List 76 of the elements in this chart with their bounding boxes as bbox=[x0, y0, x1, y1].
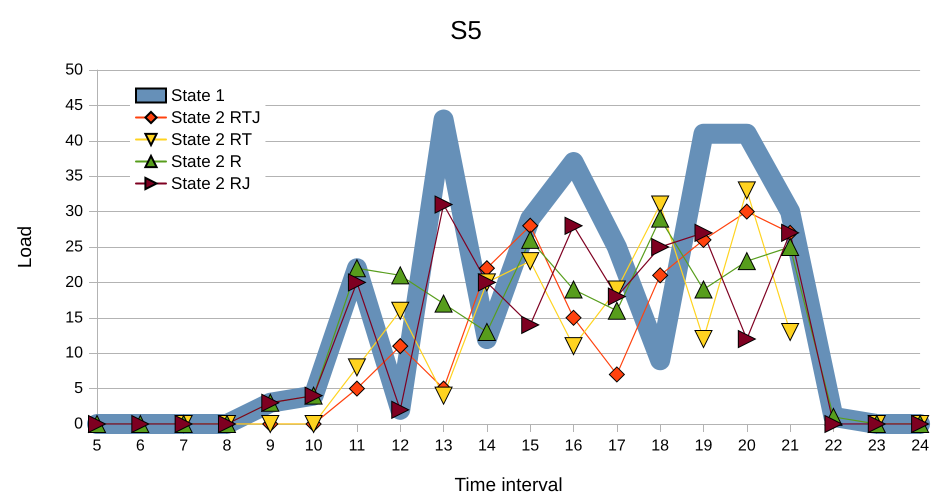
point bbox=[608, 366, 625, 382]
point bbox=[564, 337, 583, 356]
x-tick-label: 7 bbox=[179, 438, 188, 454]
legend-label: State 2 RJ bbox=[171, 174, 250, 193]
point bbox=[521, 252, 540, 270]
point bbox=[434, 386, 453, 405]
point bbox=[478, 322, 496, 341]
point bbox=[651, 238, 670, 256]
point bbox=[781, 322, 800, 341]
x-tick-label: 20 bbox=[738, 438, 756, 454]
y-tick-label: 20 bbox=[65, 274, 84, 291]
x-tick-label: 17 bbox=[608, 438, 626, 454]
x-tick-label: 13 bbox=[434, 438, 453, 454]
point bbox=[738, 330, 756, 348]
y-tick-label: 30 bbox=[65, 203, 84, 220]
point bbox=[694, 280, 712, 298]
point bbox=[738, 181, 756, 200]
point bbox=[651, 210, 670, 228]
point bbox=[566, 310, 582, 326]
point bbox=[694, 330, 712, 348]
y-tick-label: 45 bbox=[65, 96, 84, 114]
x-tick-label: 11 bbox=[348, 438, 366, 454]
point bbox=[521, 230, 540, 249]
point bbox=[564, 280, 583, 298]
y-tick-label: 10 bbox=[65, 344, 84, 362]
x-tick-label: 21 bbox=[781, 438, 800, 454]
point bbox=[564, 216, 583, 235]
chart-title: S5 bbox=[450, 15, 482, 45]
y-tick-label: 15 bbox=[65, 309, 84, 326]
legend-label: State 2 RTJ bbox=[171, 108, 260, 127]
legend-label: State 2 R bbox=[171, 152, 242, 171]
point bbox=[391, 266, 410, 284]
x-tick-label: 15 bbox=[521, 438, 540, 454]
point bbox=[348, 358, 366, 376]
x-tick-label: 22 bbox=[824, 438, 842, 454]
x-tick-label: 24 bbox=[911, 438, 930, 454]
legend-label: State 2 RT bbox=[171, 130, 252, 149]
point bbox=[391, 302, 410, 320]
y-axis-title: Load bbox=[15, 226, 36, 268]
x-tick-label: 6 bbox=[136, 438, 145, 454]
x-tick-label: 19 bbox=[694, 438, 712, 454]
y-tick-label: 40 bbox=[65, 132, 84, 150]
point bbox=[522, 218, 538, 234]
point bbox=[348, 273, 366, 292]
legend-label: State 1 bbox=[171, 86, 225, 105]
point bbox=[392, 338, 408, 354]
x-tick-label: 18 bbox=[651, 438, 670, 454]
point bbox=[608, 288, 626, 306]
point bbox=[738, 252, 756, 270]
point bbox=[348, 380, 365, 397]
point bbox=[391, 400, 410, 419]
x-tick-label: 8 bbox=[222, 438, 232, 454]
point bbox=[824, 415, 842, 433]
point bbox=[694, 224, 712, 242]
x-tick-label: 10 bbox=[304, 438, 323, 454]
y-tick-label: 5 bbox=[74, 380, 84, 398]
x-tick-label: 16 bbox=[564, 438, 583, 454]
y-tick-label: 25 bbox=[65, 238, 84, 256]
x-axis-title: Time interval bbox=[454, 475, 563, 496]
x-tick-label: 5 bbox=[92, 438, 102, 454]
y-tick-label: 35 bbox=[65, 168, 84, 185]
x-tick-label: 14 bbox=[478, 438, 496, 454]
x-tick-label: 9 bbox=[266, 438, 275, 454]
point bbox=[738, 204, 755, 220]
x-tick-label: 23 bbox=[868, 438, 886, 454]
point bbox=[652, 267, 668, 284]
point bbox=[781, 238, 800, 256]
point bbox=[434, 294, 453, 313]
y-tick-label: 0 bbox=[74, 416, 84, 432]
point bbox=[608, 302, 626, 320]
y-tick-label: 50 bbox=[65, 62, 84, 78]
point bbox=[521, 316, 540, 334]
point bbox=[651, 196, 670, 214]
point bbox=[348, 259, 366, 278]
point bbox=[434, 196, 453, 214]
x-tick-label: 12 bbox=[391, 438, 410, 454]
